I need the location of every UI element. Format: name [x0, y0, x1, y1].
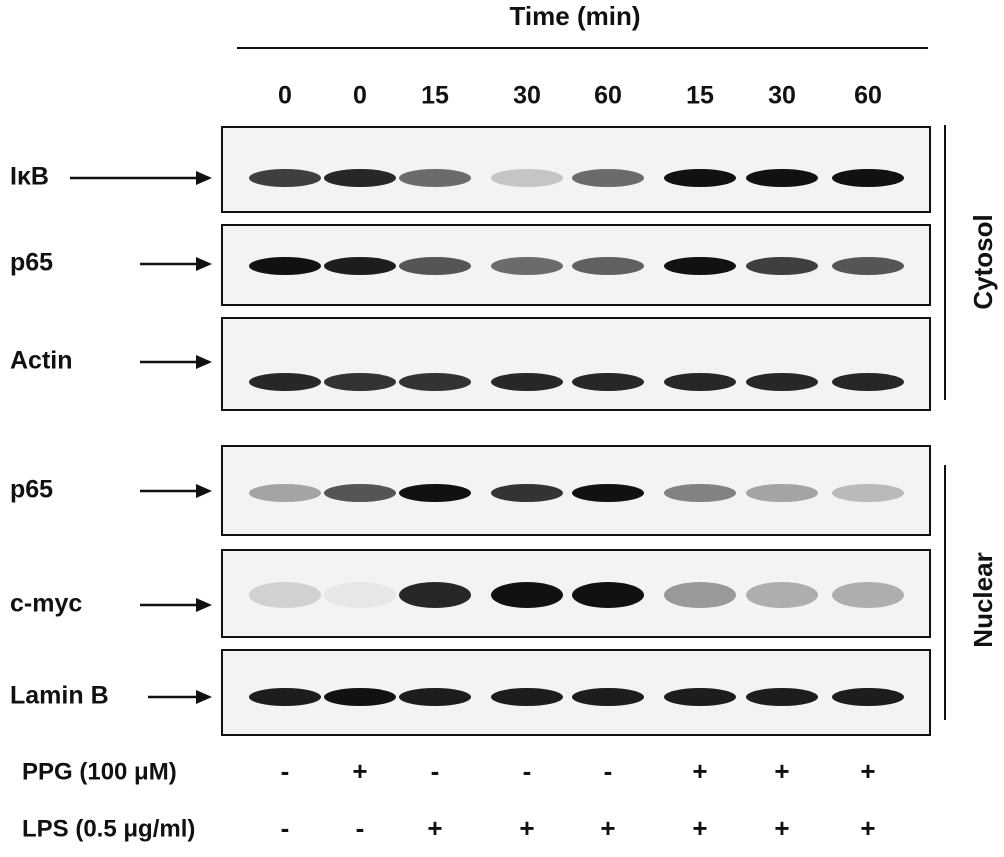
band [572, 582, 644, 608]
blot-label: p65 [10, 476, 53, 504]
blot-label: Lamin B [10, 682, 109, 710]
band [664, 257, 736, 275]
band [324, 373, 396, 391]
band [746, 484, 818, 502]
treatment-sign: + [519, 813, 534, 843]
band [324, 688, 396, 706]
band [399, 169, 471, 187]
band [572, 688, 644, 706]
band [832, 688, 904, 706]
lane-label: 60 [854, 82, 882, 110]
blot-panel [221, 317, 931, 411]
band [832, 484, 904, 502]
lane-label: 60 [594, 82, 622, 110]
band [491, 688, 563, 706]
treatment-sign: + [692, 756, 707, 786]
lane-label: 0 [278, 82, 292, 110]
band [664, 373, 736, 391]
treatment-sign: + [352, 756, 367, 786]
blot-label: Actin [10, 347, 73, 375]
band [832, 582, 904, 608]
band [491, 582, 563, 608]
arrow-head [196, 171, 212, 185]
band [491, 169, 563, 187]
band [324, 484, 396, 502]
band [399, 484, 471, 502]
band [832, 169, 904, 187]
band [249, 688, 321, 706]
group-label: Cytosol [968, 214, 998, 309]
arrow-head [196, 598, 212, 612]
treatment-sign: - [281, 813, 290, 843]
band [399, 373, 471, 391]
treatment-sign: + [860, 756, 875, 786]
treatment-sign: - [431, 756, 440, 786]
band [249, 484, 321, 502]
band [324, 582, 396, 608]
band [491, 484, 563, 502]
treatment-sign: - [281, 756, 290, 786]
lane-label: 15 [686, 82, 714, 110]
lane-label: 0 [353, 82, 367, 110]
band [249, 169, 321, 187]
blot-label: IκB [10, 163, 49, 191]
treatment-sign: + [860, 813, 875, 843]
arrow-head [196, 355, 212, 369]
band [664, 484, 736, 502]
arrow-head [196, 690, 212, 704]
band [664, 688, 736, 706]
band [746, 169, 818, 187]
band [399, 582, 471, 608]
band [572, 484, 644, 502]
band [572, 169, 644, 187]
treatment-sign: - [356, 813, 365, 843]
band [664, 582, 736, 608]
band [664, 169, 736, 187]
lane-label: 30 [513, 82, 541, 110]
arrow-head [196, 257, 212, 271]
band [249, 373, 321, 391]
band [746, 688, 818, 706]
band [572, 373, 644, 391]
band [249, 257, 321, 275]
band [746, 373, 818, 391]
band [324, 257, 396, 275]
blot-label: p65 [10, 249, 53, 277]
treatment-sign: + [427, 813, 442, 843]
treatment-sign: + [774, 756, 789, 786]
treatment-sign: - [604, 756, 613, 786]
header-title: Time (min) [510, 1, 641, 31]
arrow-head [196, 484, 212, 498]
blot-panel [221, 649, 931, 736]
treatment-sign: + [774, 813, 789, 843]
treatment-label: PPG (100 μM) [22, 758, 177, 785]
treatment-sign: + [600, 813, 615, 843]
treatment-label: LPS (0.5 μg/ml) [22, 815, 195, 842]
blot-label: c-myc [10, 590, 82, 618]
group-label: Nuclear [968, 552, 998, 647]
band [832, 257, 904, 275]
band [399, 257, 471, 275]
treatment-sign: - [523, 756, 532, 786]
band [324, 169, 396, 187]
band [746, 582, 818, 608]
blot-panel [221, 126, 931, 213]
lane-label: 15 [421, 82, 449, 110]
band [746, 257, 818, 275]
band [572, 257, 644, 275]
lane-label: 30 [768, 82, 796, 110]
band [399, 688, 471, 706]
treatment-sign: + [692, 813, 707, 843]
band [249, 582, 321, 608]
band [832, 373, 904, 391]
band [491, 257, 563, 275]
band [491, 373, 563, 391]
